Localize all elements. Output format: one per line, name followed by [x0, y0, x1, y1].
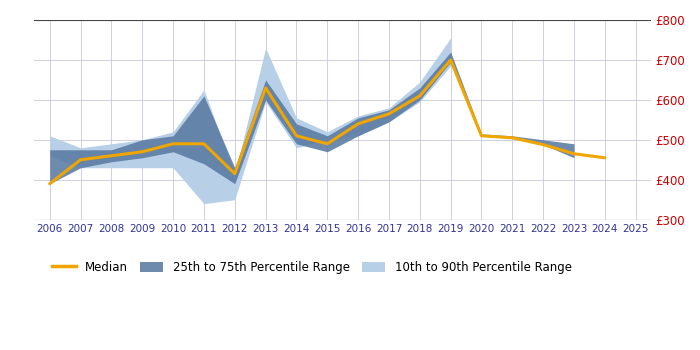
- Legend: Median, 25th to 75th Percentile Range, 10th to 90th Percentile Range: Median, 25th to 75th Percentile Range, 1…: [48, 258, 575, 278]
